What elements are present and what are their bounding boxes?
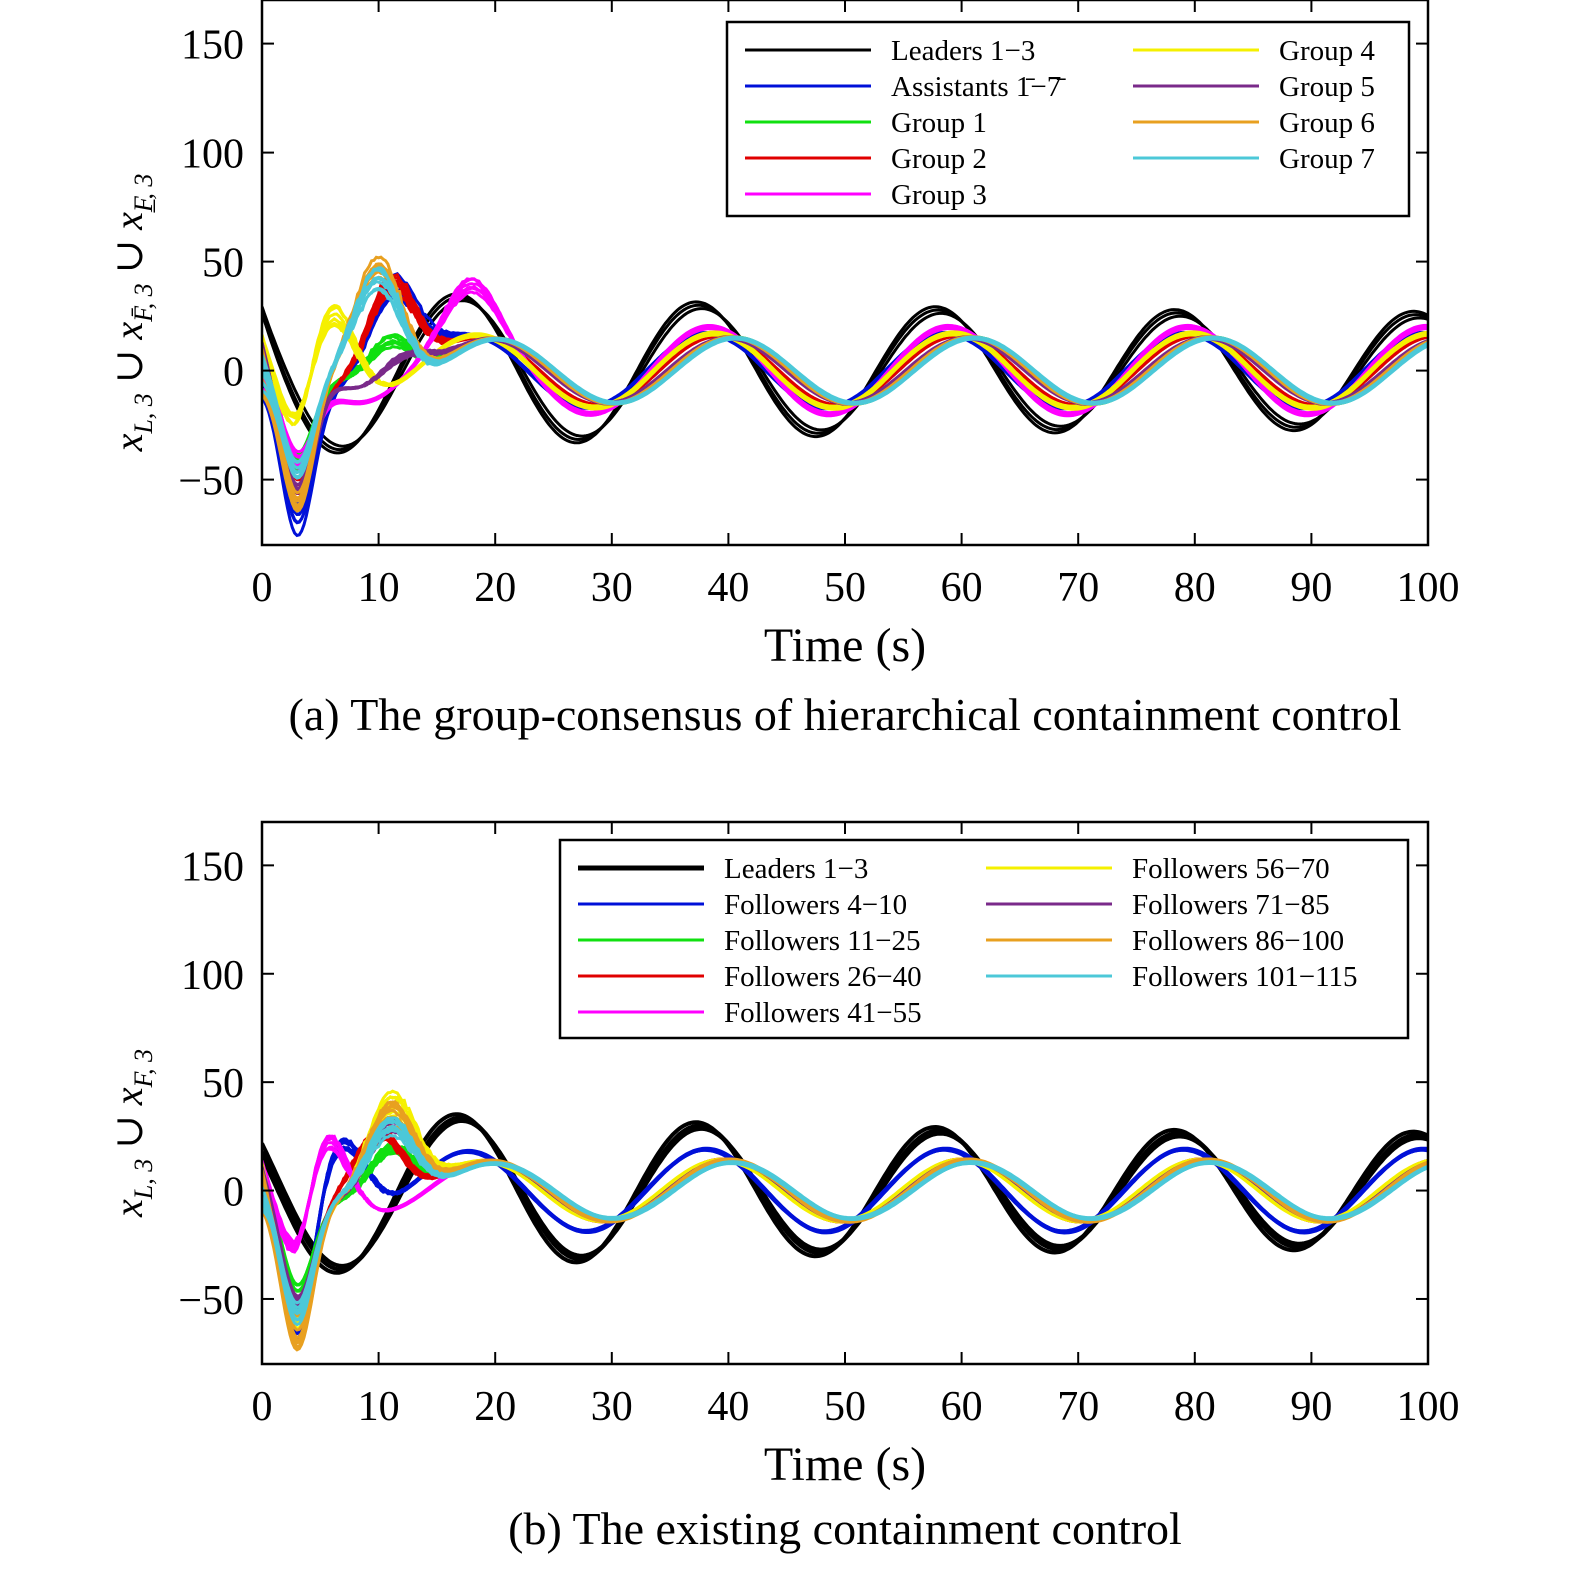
legend-box: [725, 20, 1411, 218]
series-line-5-trace-3: [262, 1135, 1428, 1251]
x-tick-label: 90: [1290, 565, 1332, 611]
legend-label: Group 1: [891, 107, 987, 139]
y-tick-label: −50: [178, 1278, 244, 1324]
x-tick-label: 50: [824, 565, 866, 611]
figure-caption: (b) The existing containment control: [508, 1503, 1182, 1554]
x-axis-label: Time (s): [764, 619, 926, 672]
legend-label: Group 7: [1279, 143, 1375, 175]
y-axis-label: xL, 3 ∪ xF, 3: [106, 1049, 158, 1218]
chart-panel-b: 0 10 20 30 40 50 60 70 80 90 100 −50 0 50 100 150 Time (…: [0, 820, 1575, 1587]
series-line-2-trace-7: [262, 1141, 1428, 1336]
legend-label: Followers 56−70: [1132, 853, 1330, 885]
legend-label: Followers 26−40: [724, 961, 922, 993]
y-tick-label: 150: [181, 23, 244, 69]
legend-label: Group 3: [891, 179, 987, 211]
y-tick-label: 50: [202, 241, 244, 287]
legend-label: Followers 41−55: [724, 997, 922, 1029]
series-line-1-trace-3: [262, 1112, 1428, 1275]
x-tick-label: 0: [252, 565, 273, 611]
figure-caption: (a) The group-consensus of hierarchical …: [289, 689, 1402, 740]
x-tick-label: 10: [358, 565, 400, 611]
series-line-4-trace-3: [262, 278, 1428, 492]
x-tick-label: 40: [707, 565, 749, 611]
x-tick-label: 100: [1397, 565, 1460, 611]
chart-panel-a: 0 10 20 30 40 50 60 70 80 90 100 −50 0 50 100 150 Time (…: [0, 0, 1575, 790]
series-line-8-trace-2: [262, 255, 1428, 513]
series-line-9-trace-7: [262, 286, 1428, 464]
y-tick-label: 100: [181, 953, 244, 999]
x-tick-label: 10: [358, 1384, 400, 1430]
series-line-1-trace-2: [262, 1115, 1428, 1272]
series-line-5-trace-6: [262, 1134, 1428, 1250]
chart-b-svg: 0 10 20 30 40 50 60 70 80 90 100 −50 0 50 100 150 Time (…: [106, 820, 1460, 1554]
series-line-5-trace-4: [262, 1135, 1428, 1252]
x-tick-label: 70: [1057, 1384, 1099, 1430]
x-tick-label: 0: [252, 1384, 273, 1430]
y-tick-label: 150: [181, 844, 244, 890]
x-tick-label: 50: [824, 1384, 866, 1430]
legend: Leaders 1−3 Followers 4−10 Followers 11−25…: [558, 838, 1410, 1040]
y-axis-label: xL, 3 ∪ xF̄, 3 ∪ xF̲, 3: [106, 174, 158, 453]
legend-label: Followers 4−10: [724, 889, 907, 921]
legend-label: Leaders 1−3: [724, 853, 868, 885]
x-tick-label: 100: [1397, 1384, 1460, 1430]
x-tick-label: 90: [1290, 1384, 1332, 1430]
chart-a-svg: 0 10 20 30 40 50 60 70 80 90 100 −50 0 50 100 150 Time (…: [106, 0, 1460, 740]
x-tick-label: 20: [474, 1384, 516, 1430]
legend-label: Assistants 1̄−7̄: [891, 71, 1066, 103]
legend-label: Followers 101−115: [1132, 961, 1358, 993]
y-tick-label: −50: [178, 459, 244, 505]
plot-lines: [262, 255, 1428, 538]
legend-label: Group 5: [1279, 71, 1375, 103]
x-tick-label: 20: [474, 565, 516, 611]
legend-label: Group 4: [1279, 35, 1375, 67]
legend-label: Followers 71−85: [1132, 889, 1330, 921]
series-line-9-trace-7: [262, 1128, 1428, 1310]
series-line-8-trace-3: [262, 264, 1428, 507]
x-tick-label: 60: [941, 565, 983, 611]
x-tick-label: 80: [1174, 1384, 1216, 1430]
series-line-1-trace-1: [262, 1119, 1428, 1268]
plot-lines: [262, 1089, 1428, 1352]
legend-label: Leaders 1−3: [891, 35, 1035, 67]
legend-label: Group 6: [1279, 107, 1375, 139]
x-tick-label: 60: [941, 1384, 983, 1430]
legend-label: Followers 86−100: [1132, 925, 1344, 957]
y-tick-label: 100: [181, 132, 244, 178]
legend-label: Followers 11−25: [724, 925, 921, 957]
y-tick-label: 50: [202, 1061, 244, 1107]
y-tick-label: 0: [223, 350, 244, 396]
x-tick-label: 30: [591, 565, 633, 611]
x-tick-label: 80: [1174, 565, 1216, 611]
legend: Leaders 1−3 Assistants 1̄−7̄ Group 1 Group …: [725, 20, 1411, 218]
legend-label: Group 2: [891, 143, 987, 175]
x-tick-label: 40: [707, 1384, 749, 1430]
x-tick-label: 30: [591, 1384, 633, 1430]
y-tick-label: 0: [223, 1170, 244, 1216]
series-line-4-trace-1: [262, 280, 1428, 491]
x-tick-label: 70: [1057, 565, 1099, 611]
x-axis-label: Time (s): [764, 1438, 926, 1491]
